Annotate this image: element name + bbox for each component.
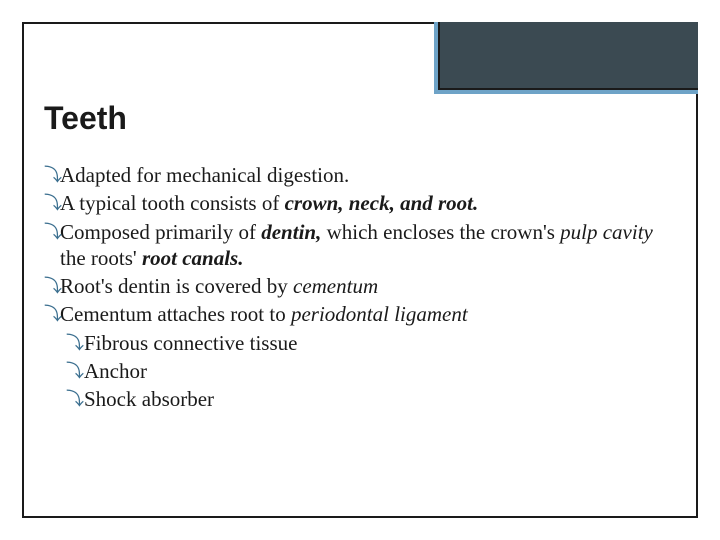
bullet-text-segment: Anchor [84, 359, 147, 383]
bullet-text-segment: the roots' [60, 246, 142, 270]
bullet-text-segment: Shock absorber [84, 387, 214, 411]
swoosh-bullet-icon: ⤵ [66, 388, 84, 411]
bullet-text-segment: Fibrous connective tissue [84, 331, 297, 355]
bullet-item: ⤵Anchor [44, 358, 676, 384]
bullet-text-segment: Composed primarily of [60, 220, 261, 244]
bullet-text-segment: periodontal ligament [291, 302, 468, 326]
slide-title: Teeth [44, 100, 127, 137]
swoosh-bullet-icon: ⤵ [66, 360, 84, 383]
bullet-item: ⤵A typical tooth consists of crown, neck… [44, 190, 676, 216]
swoosh-bullet-icon: ⤵ [44, 221, 62, 244]
bullet-text-segment: root canals. [142, 246, 244, 270]
bullet-item: ⤵Shock absorber [44, 386, 676, 412]
bullet-text-segment: Root's dentin is covered by [60, 274, 293, 298]
bullet-item: ⤵Composed primarily of dentin, which enc… [44, 219, 676, 272]
slide-frame: Teeth ⤵Adapted for mechanical digestion.… [22, 22, 698, 518]
bullet-text-segment: cementum [293, 274, 378, 298]
bullet-text-segment: Adapted for mechanical digestion. [60, 163, 349, 187]
bullet-item: ⤵Cementum attaches root to periodontal l… [44, 301, 676, 327]
swoosh-bullet-icon: ⤵ [44, 164, 62, 187]
bullet-text-segment: dentin, [261, 220, 321, 244]
swoosh-bullet-icon: ⤵ [44, 192, 62, 215]
bullet-text-segment: Cementum attaches root to [60, 302, 291, 326]
bullet-text-segment: A typical tooth consists of [60, 191, 285, 215]
bullet-item: ⤵Root's dentin is covered by cementum [44, 273, 676, 299]
bullet-item: ⤵Fibrous connective tissue [44, 330, 676, 356]
bullet-text-segment: pulp cavity [560, 220, 653, 244]
swoosh-bullet-icon: ⤵ [66, 332, 84, 355]
corner-decoration [438, 22, 698, 90]
bullet-item: ⤵Adapted for mechanical digestion. [44, 162, 676, 188]
bullet-text-segment: crown, neck, and root. [285, 191, 479, 215]
slide-body: ⤵Adapted for mechanical digestion.⤵A typ… [44, 162, 676, 414]
swoosh-bullet-icon: ⤵ [44, 275, 62, 298]
bullet-text-segment: which encloses the crown's [321, 220, 560, 244]
swoosh-bullet-icon: ⤵ [44, 303, 62, 326]
